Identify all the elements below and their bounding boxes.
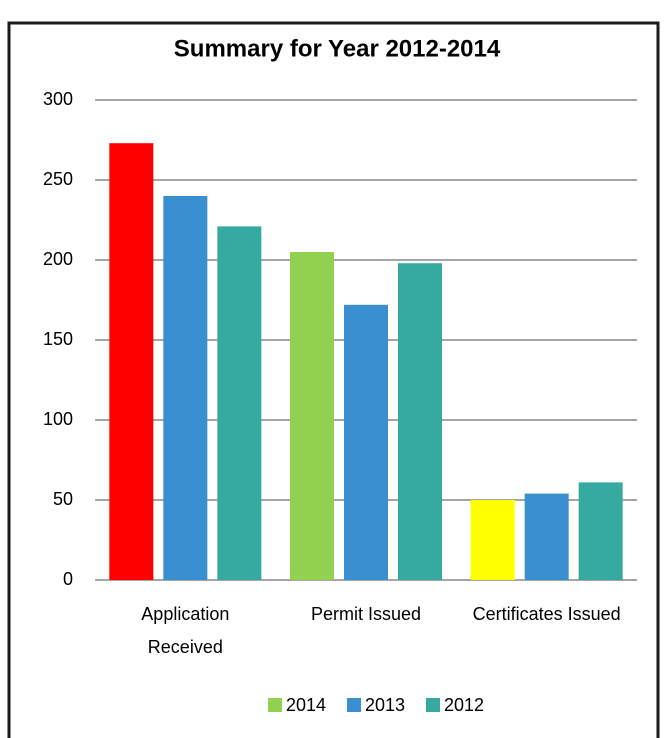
bar [578, 482, 623, 580]
bar [398, 263, 442, 580]
y-tick-label: 250 [43, 169, 73, 189]
x-tick-label: Permit Issued [310, 604, 422, 624]
bar [290, 252, 334, 580]
bar [217, 226, 262, 580]
chart-title: Summary for Year 2012-2014 [174, 35, 501, 62]
y-tick-label: 0 [63, 569, 73, 589]
legend-label: 2013 [365, 695, 405, 715]
y-tick-label: 200 [43, 249, 73, 269]
y-tick-label: 300 [43, 89, 73, 109]
y-tick-label: 150 [43, 329, 73, 349]
legend-label: 2014 [286, 695, 326, 715]
legend-swatch [426, 698, 440, 712]
legend-label: 2012 [444, 695, 484, 715]
x-tick-label: Certificates Issued [472, 604, 621, 624]
legend-swatch [268, 698, 282, 712]
legend-swatch [347, 698, 361, 712]
y-tick-label: 50 [53, 489, 73, 509]
bar [109, 143, 154, 580]
y-tick-label: 100 [43, 409, 73, 429]
x-tick-label: Application Received [141, 604, 230, 657]
bar [344, 304, 388, 580]
bar [470, 500, 515, 580]
bar [524, 493, 569, 580]
bar [163, 196, 208, 580]
